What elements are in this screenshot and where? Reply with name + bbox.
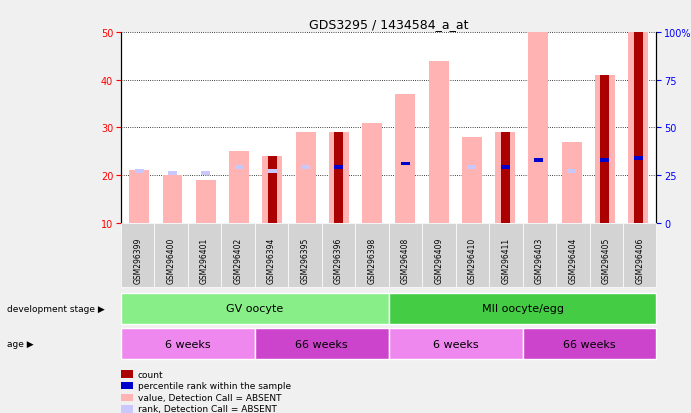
Bar (135, 170, 144, 173)
Bar (562, 142, 582, 223)
Bar (500, 133, 509, 223)
Bar (467, 166, 476, 170)
Text: GSM296411: GSM296411 (502, 237, 511, 283)
Bar (600, 159, 609, 162)
Bar (334, 166, 343, 170)
Bar (500, 166, 509, 170)
Text: GSM296409: GSM296409 (435, 237, 444, 283)
Text: value, Detection Call = ABSENT: value, Detection Call = ABSENT (138, 393, 281, 402)
Text: 66 weeks: 66 weeks (563, 339, 616, 349)
Bar (428, 62, 448, 223)
Text: GSM296404: GSM296404 (568, 237, 577, 283)
Bar (162, 176, 182, 223)
Text: GSM296400: GSM296400 (167, 237, 176, 283)
Title: GDS3295 / 1434584_a_at: GDS3295 / 1434584_a_at (309, 17, 468, 31)
Bar (529, 33, 549, 223)
Bar (263, 157, 282, 223)
Bar (168, 172, 177, 176)
Text: age ▶: age ▶ (7, 339, 34, 348)
Bar (534, 159, 543, 162)
Text: GSM296394: GSM296394 (267, 237, 276, 283)
Bar (600, 76, 609, 223)
Text: GSM296405: GSM296405 (602, 237, 611, 283)
Bar (362, 123, 382, 223)
Text: count: count (138, 370, 163, 379)
Bar (201, 172, 210, 176)
Bar (268, 170, 277, 173)
Bar (595, 76, 615, 223)
Text: GV oocyte: GV oocyte (226, 304, 283, 314)
Text: GSM296403: GSM296403 (535, 237, 544, 283)
Bar (634, 33, 643, 223)
Text: 6 weeks: 6 weeks (433, 339, 478, 349)
Text: GSM296410: GSM296410 (468, 237, 477, 283)
Text: GSM296401: GSM296401 (200, 237, 209, 283)
Bar (129, 171, 149, 223)
Text: GSM296398: GSM296398 (368, 237, 377, 283)
Text: 6 weeks: 6 weeks (165, 339, 211, 349)
Text: 66 weeks: 66 weeks (296, 339, 348, 349)
Text: GSM296406: GSM296406 (635, 237, 644, 283)
Bar (296, 133, 316, 223)
Bar (567, 170, 576, 173)
Bar (634, 157, 643, 160)
Bar (495, 133, 515, 223)
Text: development stage ▶: development stage ▶ (7, 304, 104, 313)
Bar (234, 166, 243, 170)
Bar (301, 166, 310, 170)
Text: MII oocyte/egg: MII oocyte/egg (482, 304, 564, 314)
Bar (196, 180, 216, 223)
Bar (628, 33, 648, 223)
Text: rank, Detection Call = ABSENT: rank, Detection Call = ABSENT (138, 404, 276, 413)
Bar (395, 95, 415, 223)
Text: GSM296408: GSM296408 (401, 237, 410, 283)
Text: GSM296396: GSM296396 (334, 237, 343, 283)
Text: GSM296402: GSM296402 (234, 237, 243, 283)
Text: GSM296395: GSM296395 (301, 237, 310, 283)
Bar (268, 157, 277, 223)
Text: GSM296399: GSM296399 (133, 237, 142, 283)
Bar (329, 133, 349, 223)
Bar (334, 133, 343, 223)
Bar (401, 162, 410, 166)
Bar (462, 138, 482, 223)
Bar (229, 152, 249, 223)
Text: percentile rank within the sample: percentile rank within the sample (138, 381, 291, 390)
